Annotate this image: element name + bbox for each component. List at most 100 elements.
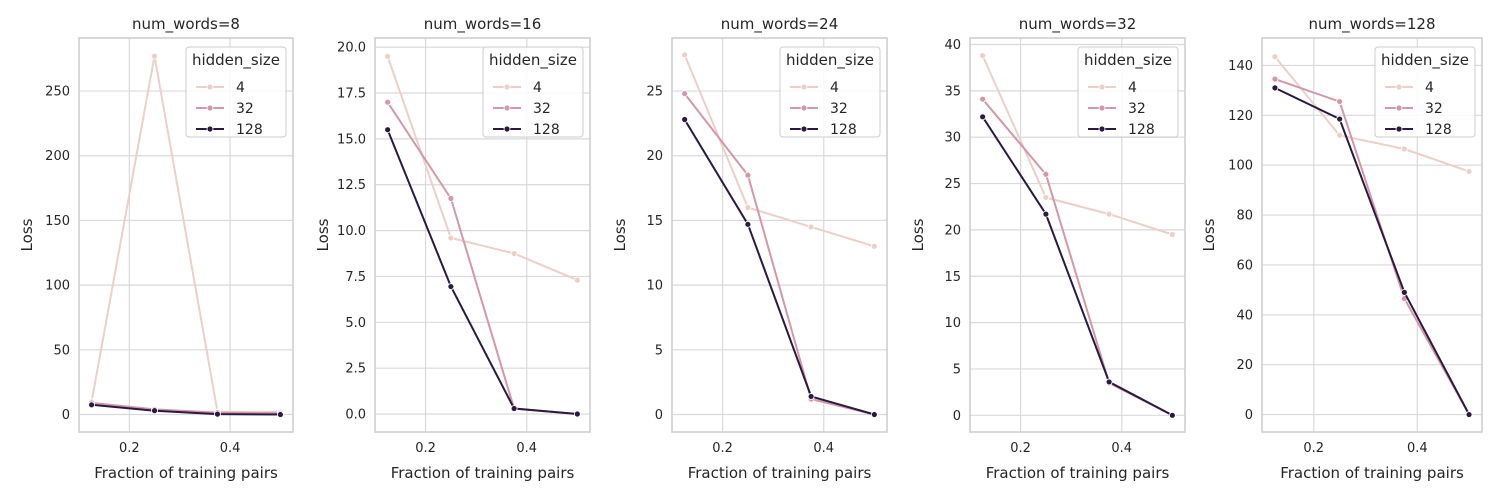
chart-panel-3: 0.2 0.4 0 5 10 15 20 25 30 35 40 num_words=32 Fracti… (909, 15, 1186, 482)
chart-panel-1: 0.2 0.4 0.0 2.5 5.0 7.5 10.0 12.5 15.0 17.5 20.0 nu… (314, 15, 591, 482)
y-tick-label: 100 (45, 279, 70, 294)
y-tick-label: 140 (1228, 59, 1253, 74)
x-tick-label: 0.4 (813, 441, 834, 456)
y-tick-label: 40 (944, 38, 961, 53)
y-tick-label: 0 (953, 409, 961, 424)
y-tick-label: 100 (1228, 159, 1253, 174)
x-axis-label: Fraction of training pairs (1280, 464, 1464, 482)
chart-panel-0: 0.2 0.4 0 50 100 150 200 250 num_words=8 Fraction… (18, 15, 294, 482)
x-tick-label: 0.2 (1303, 441, 1324, 456)
series-line-128 (1274, 86, 1470, 415)
x-axis-label: Fraction of training pairs (688, 464, 872, 482)
legend-swatch-marker (503, 125, 511, 133)
legend-swatch-marker (1395, 83, 1403, 91)
y-tick-label: 10 (646, 279, 663, 294)
data-point (510, 405, 518, 412)
y-tick-label: 20 (944, 223, 961, 238)
series-line-4 (386, 55, 578, 282)
data-point (744, 220, 752, 228)
data-point (447, 234, 455, 242)
legend-entry-4: 4 (533, 80, 542, 96)
data-point (384, 52, 392, 60)
y-tick-label: 5.0 (345, 316, 366, 331)
legend-entry-128: 128 (236, 122, 263, 138)
y-tick-label: 15 (646, 214, 663, 229)
y-tick-label: 200 (45, 149, 70, 164)
data-point (1105, 378, 1113, 386)
data-point (1042, 170, 1050, 178)
data-point (1400, 288, 1408, 296)
data-point (807, 393, 815, 400)
legend-entry-32: 32 (1425, 101, 1443, 117)
series-line-32 (683, 92, 875, 416)
legend-swatch-marker (1098, 104, 1106, 112)
data-point (151, 52, 158, 60)
plot-frame (78, 37, 294, 433)
data-point (1042, 210, 1050, 218)
legend-swatch-marker (1395, 125, 1403, 133)
series-line-32 (91, 401, 281, 415)
data-point (1105, 210, 1113, 218)
chart-title: num_words=32 (1019, 15, 1136, 34)
legend-swatch-marker (800, 125, 808, 133)
legend-swatch-marker (206, 83, 214, 91)
legend-swatch-marker (800, 104, 808, 112)
series-line-128 (91, 403, 281, 416)
y-tick-label: 10.0 (337, 224, 366, 239)
x-tick-label: 0.4 (516, 441, 537, 456)
data-point (1336, 131, 1344, 139)
series-line-4 (1274, 56, 1470, 173)
legend-swatch-marker (1098, 125, 1106, 133)
data-point (277, 411, 284, 418)
legend-swatch-marker (206, 125, 214, 133)
y-tick-label: 17.5 (337, 87, 366, 102)
x-tick-label: 0.4 (1111, 441, 1132, 456)
x-tick-label: 0.2 (415, 441, 436, 456)
legend-entry-32: 32 (533, 101, 551, 117)
y-tick-label: 0 (62, 408, 70, 423)
data-point (573, 410, 581, 418)
legend-entry-4: 4 (1425, 80, 1434, 96)
data-point (1271, 75, 1279, 83)
legend-entry-4: 4 (830, 80, 839, 96)
y-tick-label: 25 (944, 177, 961, 192)
data-point (979, 52, 987, 60)
series-line-32 (386, 101, 578, 415)
data-point (447, 195, 455, 202)
legend-entry-32: 32 (830, 101, 848, 117)
y-axis-label: Loss (909, 218, 927, 251)
chart-panel-2: 0.2 0.4 0 5 10 15 20 25 num_words=24 Fraction of … (611, 15, 888, 482)
legend: hidden_size 4 32 128 (779, 46, 881, 138)
data-point (870, 411, 878, 418)
plot-frame (1261, 37, 1483, 433)
y-tick-label: 20.0 (337, 41, 366, 56)
y-tick-label: 5 (655, 343, 663, 358)
y-axis-label: Loss (1200, 218, 1218, 251)
y-tick-label: 0 (655, 408, 663, 423)
legend-box (779, 46, 881, 138)
x-axis-label: Fraction of training pairs (986, 464, 1170, 482)
legend-box (185, 46, 287, 138)
data-point (870, 242, 878, 250)
data-point (681, 116, 689, 123)
data-point (1271, 84, 1279, 92)
data-point (447, 283, 455, 290)
legend-title: hidden_size (192, 51, 280, 70)
y-tick-label: 35 (944, 84, 961, 99)
chart-title: num_words=24 (721, 15, 838, 34)
data-point (384, 126, 392, 134)
y-tick-label: 150 (45, 214, 70, 229)
y-tick-label: 10 (944, 316, 961, 331)
data-point (1465, 168, 1473, 175)
y-tick-label: 60 (1236, 258, 1253, 273)
data-point (384, 98, 392, 106)
y-tick-label: 250 (45, 85, 70, 100)
data-point (151, 407, 158, 415)
legend: hidden_size 4 32 128 (482, 46, 584, 138)
series-line-32 (981, 98, 1173, 417)
y-tick-label: 30 (944, 131, 961, 146)
y-tick-label: 25 (646, 85, 663, 100)
y-tick-label: 20 (1236, 358, 1253, 373)
series-line-128 (981, 116, 1173, 417)
